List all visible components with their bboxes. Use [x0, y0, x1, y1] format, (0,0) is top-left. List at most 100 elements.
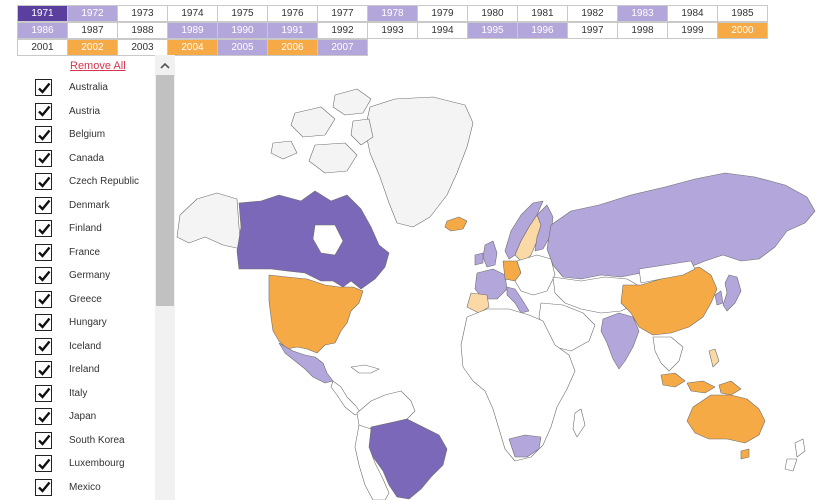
country-indonesia[interactable]: [660, 372, 742, 396]
country-list-item[interactable]: Ireland: [35, 358, 155, 382]
country-list-item[interactable]: Iceland: [35, 335, 155, 359]
remove-all-link[interactable]: Remove All: [70, 60, 126, 72]
country-list-item[interactable]: Japan: [35, 405, 155, 429]
country-south-africa[interactable]: [508, 434, 542, 458]
country-tasmania[interactable]: [740, 448, 750, 460]
year-cell-1999[interactable]: 1999: [667, 22, 718, 39]
country-checkbox[interactable]: [35, 243, 52, 261]
country-checkbox[interactable]: [35, 314, 52, 332]
country-southeast-asia[interactable]: [652, 336, 684, 372]
year-cell-2004[interactable]: 2004: [167, 39, 218, 56]
year-cell-1975[interactable]: 1975: [217, 5, 268, 22]
country-checkbox[interactable]: [35, 220, 52, 238]
year-cell-1978[interactable]: 1978: [367, 5, 418, 22]
country-checkbox[interactable]: [35, 126, 52, 144]
country-india[interactable]: [600, 312, 640, 370]
country-list-item[interactable]: Luxembourg: [35, 452, 155, 476]
year-cell-1977[interactable]: 1977: [317, 5, 368, 22]
country-checkbox[interactable]: [35, 455, 52, 473]
country-checkbox[interactable]: [35, 384, 52, 402]
country-mongolia[interactable]: [638, 260, 696, 284]
country-madagascar[interactable]: [572, 408, 586, 438]
year-cell-1988[interactable]: 1988: [117, 22, 168, 39]
country-italy[interactable]: [506, 286, 530, 314]
country-checkbox[interactable]: [35, 267, 52, 285]
year-cell-1987[interactable]: 1987: [67, 22, 118, 39]
year-cell-1980[interactable]: 1980: [467, 5, 518, 22]
country-checkbox[interactable]: [35, 149, 52, 167]
year-cell-1990[interactable]: 1990: [217, 22, 268, 39]
year-cell-2000[interactable]: 2000: [717, 22, 768, 39]
country-canada-arctic-islands[interactable]: [270, 88, 374, 174]
country-list-item[interactable]: Australia: [35, 76, 155, 100]
country-finland[interactable]: [534, 204, 554, 252]
year-cell-2003[interactable]: 2003: [117, 39, 168, 56]
country-list-item[interactable]: France: [35, 241, 155, 265]
year-cell-2001[interactable]: 2001: [17, 39, 68, 56]
country-list-item[interactable]: Canada: [35, 147, 155, 171]
year-cell-1974[interactable]: 1974: [167, 5, 218, 22]
country-list-item[interactable]: Czech Republic: [35, 170, 155, 194]
country-checkbox[interactable]: [35, 102, 52, 120]
country-uk[interactable]: [482, 240, 498, 268]
country-new-zealand[interactable]: [784, 438, 806, 472]
country-philippines[interactable]: [708, 348, 720, 368]
country-canada[interactable]: [236, 190, 390, 290]
country-list-item[interactable]: Italy: [35, 382, 155, 406]
year-cell-1984[interactable]: 1984: [667, 5, 718, 22]
country-central-america[interactable]: [330, 380, 362, 416]
year-cell-2007[interactable]: 2007: [317, 39, 368, 56]
year-cell-1996[interactable]: 1996: [517, 22, 568, 39]
country-south-korea[interactable]: [714, 290, 724, 306]
country-checkbox[interactable]: [35, 79, 52, 97]
country-australia[interactable]: [686, 394, 766, 444]
year-cell-2006[interactable]: 2006: [267, 39, 318, 56]
country-checkbox[interactable]: [35, 173, 52, 191]
country-brazil[interactable]: [366, 418, 448, 500]
chevron-up-icon[interactable]: [155, 57, 175, 73]
country-list-item[interactable]: Belgium: [35, 123, 155, 147]
year-cell-1995[interactable]: 1995: [467, 22, 518, 39]
year-cell-1972[interactable]: 1972: [67, 5, 118, 22]
country-africa[interactable]: [460, 308, 576, 462]
country-list-item[interactable]: Germany: [35, 264, 155, 288]
country-checkbox[interactable]: [35, 408, 52, 426]
year-cell-1993[interactable]: 1993: [367, 22, 418, 39]
year-cell-2005[interactable]: 2005: [217, 39, 268, 56]
country-usa[interactable]: [268, 274, 364, 354]
country-greenland[interactable]: [364, 96, 474, 228]
country-checkbox[interactable]: [35, 337, 52, 355]
country-list-scrollbar[interactable]: [155, 55, 175, 500]
country-checkbox[interactable]: [35, 478, 52, 496]
country-checkbox[interactable]: [35, 290, 52, 308]
country-checkbox[interactable]: [35, 361, 52, 379]
country-eastern-europe[interactable]: [514, 254, 556, 296]
country-russia[interactable]: [546, 172, 816, 280]
year-cell-1982[interactable]: 1982: [567, 5, 618, 22]
country-list-item[interactable]: Finland: [35, 217, 155, 241]
year-cell-1971[interactable]: 1971: [17, 5, 68, 22]
country-usa-alaska[interactable]: [176, 192, 242, 250]
year-cell-1986[interactable]: 1986: [17, 22, 68, 39]
country-list-item[interactable]: Austria: [35, 100, 155, 124]
country-list-item[interactable]: Denmark: [35, 194, 155, 218]
year-cell-1989[interactable]: 1989: [167, 22, 218, 39]
country-list-item[interactable]: South Korea: [35, 429, 155, 453]
year-cell-1992[interactable]: 1992: [317, 22, 368, 39]
scroll-thumb[interactable]: [156, 75, 174, 306]
year-cell-1976[interactable]: 1976: [267, 5, 318, 22]
year-cell-1985[interactable]: 1985: [717, 5, 768, 22]
country-list-item[interactable]: Greece: [35, 288, 155, 312]
country-france[interactable]: [474, 268, 508, 300]
year-cell-1991[interactable]: 1991: [267, 22, 318, 39]
country-ireland[interactable]: [474, 252, 484, 266]
year-cell-1979[interactable]: 1979: [417, 5, 468, 22]
country-south-america-west[interactable]: [354, 424, 390, 500]
country-cuba[interactable]: [350, 364, 380, 374]
year-cell-1973[interactable]: 1973: [117, 5, 168, 22]
year-cell-1998[interactable]: 1998: [617, 22, 668, 39]
year-cell-1983[interactable]: 1983: [617, 5, 668, 22]
country-iceland[interactable]: [444, 216, 468, 232]
country-japan[interactable]: [722, 274, 742, 312]
country-checkbox[interactable]: [35, 196, 52, 214]
